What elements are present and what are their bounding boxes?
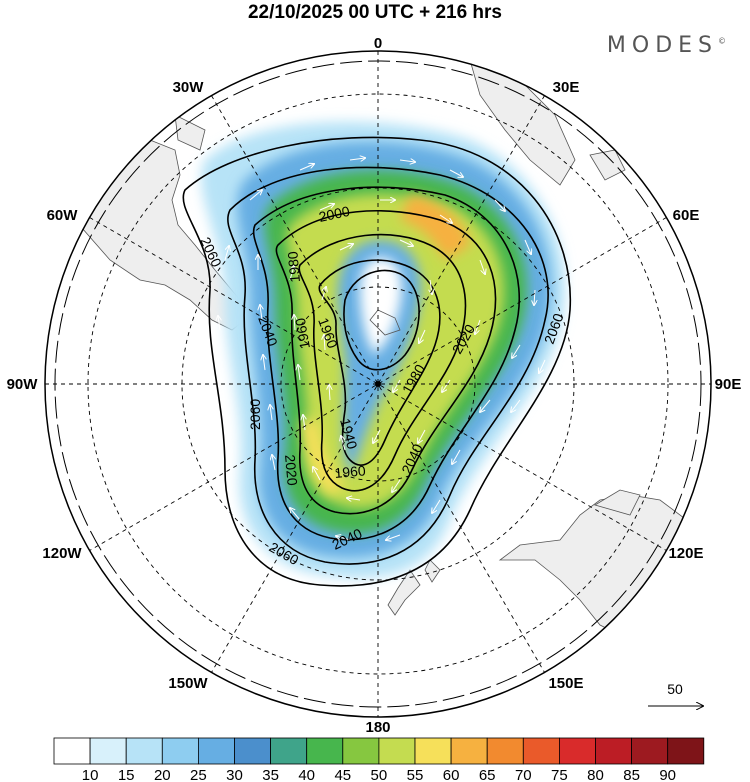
- contour-label: 2020: [282, 454, 301, 487]
- contour-label: 1960: [334, 462, 367, 481]
- colorbar-swatch: [53, 737, 91, 765]
- brand-logo: MODES©: [607, 33, 726, 58]
- colorbar-tick-label: 80: [587, 767, 604, 782]
- colorbar-tick-label: 45: [334, 767, 351, 782]
- lon-label-60e: 60E: [673, 207, 700, 224]
- south-pole-marker: [375, 381, 381, 387]
- colorbar-swatch: [306, 737, 344, 765]
- landmass-new-zealand: [387, 559, 441, 616]
- contour-label: 1980: [284, 250, 303, 283]
- lon-label-150e: 150E: [548, 675, 583, 692]
- reference-vector-label: 50: [667, 681, 683, 697]
- colorbar-swatch: [450, 737, 488, 765]
- colorbar-swatch: [631, 737, 669, 765]
- colorbar-swatch: [89, 737, 127, 765]
- colorbar-swatch: [486, 737, 524, 765]
- colorbar-swatch: [342, 737, 380, 765]
- lon-label-180: 180: [365, 719, 390, 736]
- lon-label-120w: 120W: [42, 545, 82, 562]
- lon-label-60w: 60W: [47, 207, 79, 224]
- colorbar-tick-label: 20: [154, 767, 171, 782]
- lon-label-150w: 150W: [168, 675, 208, 692]
- map-title: 22/10/2025 00 UTC + 216 hrs: [247, 2, 503, 23]
- brand-name: MODES: [606, 33, 718, 58]
- contour-label: 1940: [337, 417, 361, 451]
- colorbar-labels: 10 15 20 25 30 35 40 45 50 55 60 65 70 75 80 85 90: [82, 767, 676, 782]
- colorbar: 10 15 20 25 30 35 40 45 50 55 60 65 70 75 80 85 90: [53, 737, 705, 782]
- colorbar-swatch: [595, 737, 632, 765]
- colorbar-swatch: [125, 737, 163, 765]
- contour-label: 1960: [292, 317, 313, 351]
- colorbar-swatch: [234, 737, 271, 765]
- wind-vectors: [218, 158, 546, 540]
- colorbar-swatch: [559, 737, 596, 765]
- colorbar-tick-label: 85: [623, 767, 640, 782]
- antarctica-coastline: [369, 309, 401, 336]
- longitude-labels: 0 30E 60E 90E 120E 150E 180 150W 120W 90…: [7, 35, 742, 736]
- colorbar-tick-label: 30: [226, 767, 243, 782]
- map-inner-frame: [54, 60, 702, 708]
- colorbar-tick-label: 35: [262, 767, 279, 782]
- colorbar-swatch: [197, 737, 235, 765]
- colorbar-swatch: [522, 737, 560, 765]
- colorbar-tick-label: 65: [479, 767, 496, 782]
- colorbar-swatch: [378, 737, 416, 765]
- contour-label: 2000: [317, 203, 351, 225]
- colorbar-tick-label: 75: [551, 767, 568, 782]
- colorbar-boxes: [53, 737, 705, 765]
- contour-label: 2060: [247, 399, 263, 430]
- colorbar-tick-label: 70: [515, 767, 532, 782]
- colorbar-tick-label: 55: [407, 767, 424, 782]
- height-contours: [182, 136, 572, 587]
- lon-label-0: 0: [374, 35, 382, 52]
- lon-label-120e: 120E: [668, 545, 703, 562]
- landmass-africa: [469, 59, 626, 186]
- lon-label-90w: 90W: [7, 376, 39, 393]
- graticule: [45, 51, 711, 717]
- colorbar-tick-label: 40: [298, 767, 315, 782]
- colorbar-swatch: [667, 737, 705, 765]
- colorbar-tick-label: 60: [443, 767, 460, 782]
- colorbar-tick-label: 10: [82, 767, 99, 782]
- colorbar-tick-label: 25: [190, 767, 207, 782]
- lon-label-30w: 30W: [173, 79, 205, 96]
- map-frame: [44, 50, 712, 718]
- reference-vector: 50: [648, 681, 703, 706]
- colorbar-swatch: [414, 737, 452, 765]
- colorbar-tick-label: 50: [371, 767, 388, 782]
- brand-copyright-mark: ©: [718, 36, 726, 46]
- colorbar-swatch: [270, 737, 308, 765]
- lon-label-90e: 90E: [715, 376, 742, 393]
- lon-label-30e: 30E: [553, 79, 580, 96]
- colorbar-swatch: [161, 737, 199, 765]
- map-disc: [45, 51, 711, 717]
- colorbar-tick-label: 90: [659, 767, 676, 782]
- colorbar-tick-label: 15: [118, 767, 135, 782]
